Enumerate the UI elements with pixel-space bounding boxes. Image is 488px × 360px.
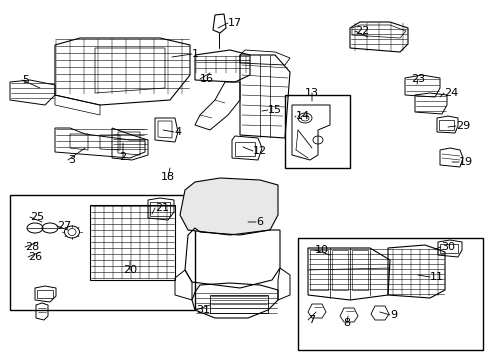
Text: 9: 9 xyxy=(389,310,396,320)
Text: 29: 29 xyxy=(455,121,469,131)
Bar xyxy=(297,238,482,350)
Bar xyxy=(331,250,347,290)
Text: 8: 8 xyxy=(343,318,350,328)
Text: 26: 26 xyxy=(28,252,42,262)
Text: 17: 17 xyxy=(227,18,242,28)
Bar xyxy=(438,120,453,130)
Text: 16: 16 xyxy=(200,74,214,84)
Text: 28: 28 xyxy=(25,242,39,252)
Bar xyxy=(439,244,457,253)
Bar xyxy=(150,202,170,216)
Polygon shape xyxy=(180,178,278,235)
Bar xyxy=(285,95,349,168)
Text: 22: 22 xyxy=(354,26,368,36)
Text: 5: 5 xyxy=(22,75,29,85)
Text: 4: 4 xyxy=(174,127,181,137)
Text: 23: 23 xyxy=(410,74,424,84)
Text: 20: 20 xyxy=(122,265,137,275)
Bar xyxy=(90,205,175,280)
Text: 31: 31 xyxy=(196,305,209,315)
Text: 1: 1 xyxy=(192,49,199,59)
Text: 27: 27 xyxy=(57,221,71,231)
Text: 10: 10 xyxy=(314,245,328,255)
Bar xyxy=(10,195,195,310)
Text: 19: 19 xyxy=(458,157,472,167)
Text: 30: 30 xyxy=(440,242,454,252)
Text: 11: 11 xyxy=(429,272,443,282)
Bar xyxy=(309,250,327,290)
Bar xyxy=(37,290,53,298)
Text: 12: 12 xyxy=(252,146,266,156)
Text: 6: 6 xyxy=(256,217,263,227)
Text: 25: 25 xyxy=(30,212,44,222)
Text: 14: 14 xyxy=(295,111,309,121)
Bar xyxy=(235,142,254,156)
Bar xyxy=(209,295,267,313)
Text: 3: 3 xyxy=(68,155,75,165)
Text: 18: 18 xyxy=(161,172,175,182)
Text: 24: 24 xyxy=(443,88,457,98)
Text: 15: 15 xyxy=(267,105,282,115)
Text: 21: 21 xyxy=(155,203,169,213)
Text: 7: 7 xyxy=(307,315,314,325)
Text: 2: 2 xyxy=(119,152,126,162)
Text: 13: 13 xyxy=(305,88,318,98)
Bar xyxy=(351,250,367,290)
